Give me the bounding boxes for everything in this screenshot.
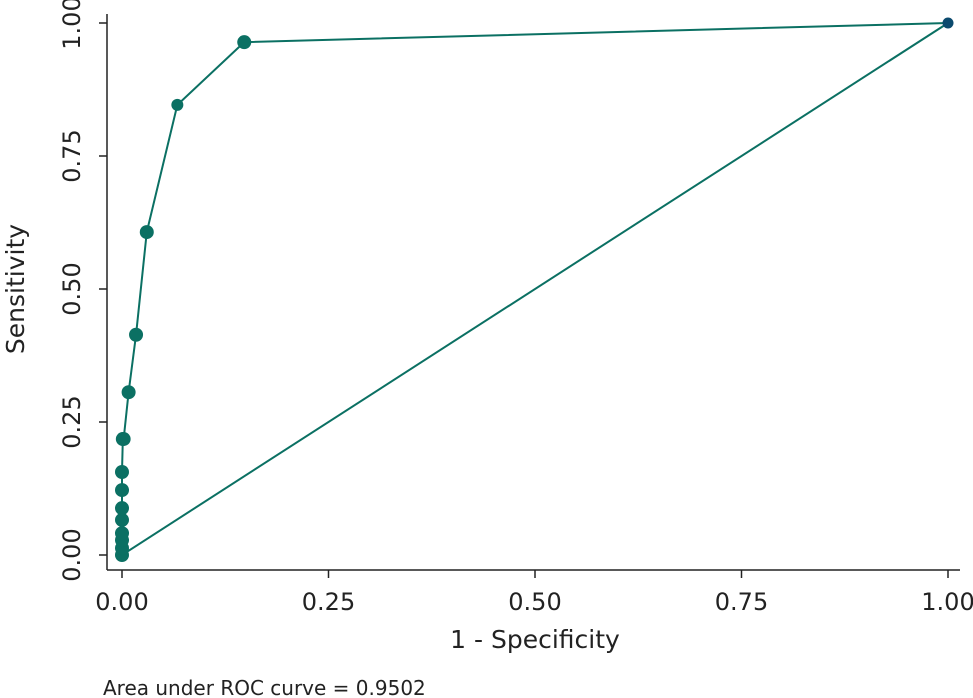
roc-point <box>116 432 131 447</box>
x-tick-label: 0.50 <box>508 588 561 616</box>
x-tick-label: 1.00 <box>921 588 973 616</box>
roc-point <box>115 501 129 516</box>
roc-point <box>115 483 129 498</box>
y-tick-label: 0.50 <box>58 262 86 315</box>
x-tick-label: 0.00 <box>95 588 148 616</box>
roc-point <box>115 465 129 480</box>
reference-line <box>121 22 949 556</box>
x-tick-label: 0.25 <box>302 588 355 616</box>
roc-point <box>121 385 136 400</box>
roc-point <box>115 526 129 541</box>
roc-point <box>171 98 184 111</box>
x-tick-label: 0.75 <box>715 588 768 616</box>
roc-point <box>942 17 954 29</box>
auc-annotation: Area under ROC curve = 0.9502 <box>103 676 426 698</box>
y-tick-label: 0.25 <box>58 395 86 448</box>
y-tick-label: 1.00 <box>58 0 86 50</box>
roc-point <box>237 35 252 50</box>
roc-point <box>115 512 129 527</box>
y-axis-label: Sensitivity <box>1 224 30 354</box>
roc-point <box>139 225 154 240</box>
roc-point <box>129 327 144 342</box>
y-tick-label: 0.75 <box>58 129 86 182</box>
y-tick-label: 0.00 <box>58 528 86 581</box>
x-axis-label: 1 - Specificity <box>450 625 620 654</box>
